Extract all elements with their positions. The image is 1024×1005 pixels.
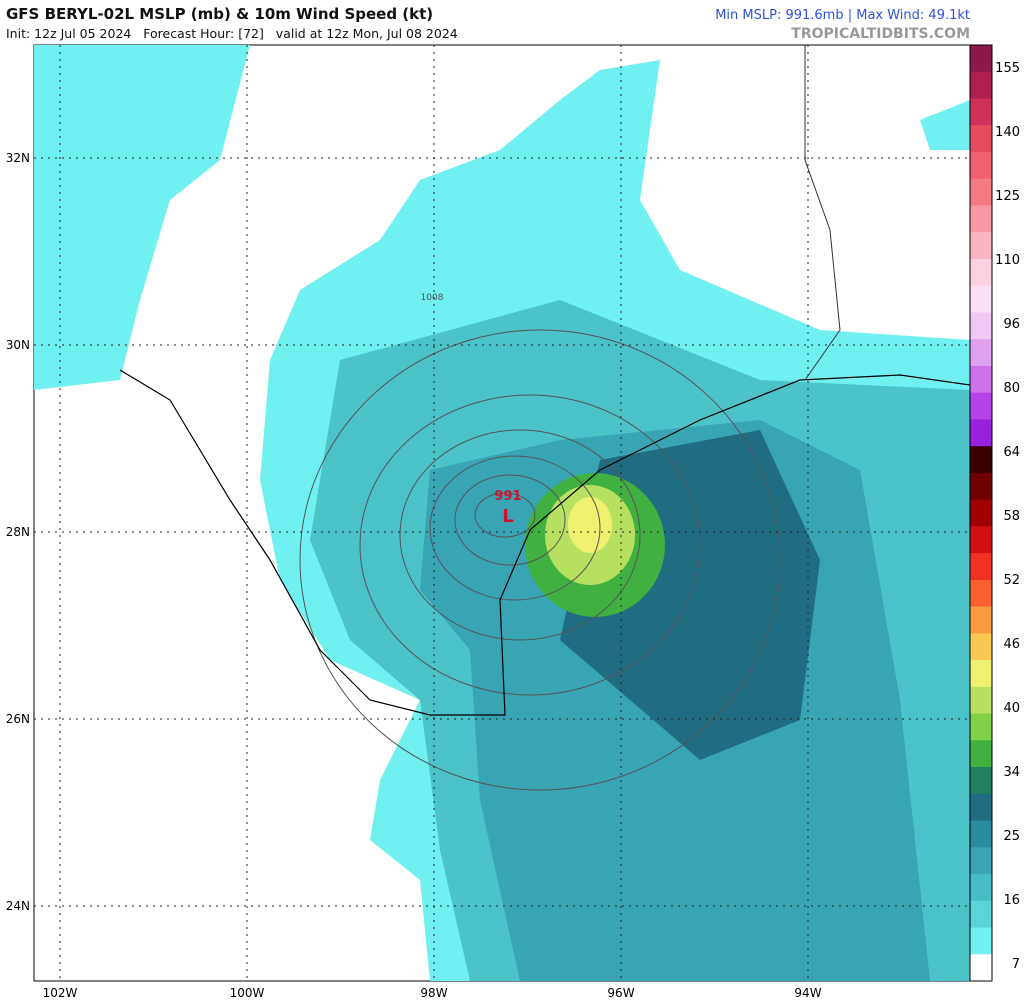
colorbar-segment <box>970 45 992 73</box>
colorbar-label: 155 <box>995 61 1020 76</box>
colorbar-segment <box>970 339 992 367</box>
colorbar-segment <box>970 793 992 822</box>
lat-label: 24N <box>6 899 30 913</box>
wind-shade <box>34 45 250 390</box>
colorbar-segment <box>970 71 992 99</box>
colorbar-segment <box>970 526 992 554</box>
colorbar-label: 96 <box>1003 317 1020 332</box>
lon-label: 100W <box>230 986 265 1000</box>
colorbar-label: 110 <box>995 253 1020 268</box>
lat-label: 28N <box>6 525 30 539</box>
lon-label: 94W <box>794 986 821 1000</box>
isobars <box>299 329 781 791</box>
map-area: 991 L 1008 <box>33 44 971 982</box>
colorbar-segment <box>970 499 992 527</box>
colorbar-segment <box>970 472 992 501</box>
colorbar-segment <box>970 419 992 447</box>
colorbar-label: 25 <box>1003 829 1020 844</box>
colorbar-segment <box>970 713 992 741</box>
colorbar-segment <box>970 205 992 233</box>
coastline <box>119 369 970 716</box>
colorbar-segment <box>970 98 992 126</box>
colorbar-label: 58 <box>1003 509 1020 524</box>
graticule: 32N 30N 28N 26N 24N 102W 100W 98W 96W 94W <box>6 45 970 1000</box>
colorbar-segment <box>970 820 992 848</box>
colorbar-segment <box>970 579 992 608</box>
colorbar-segment <box>970 927 992 955</box>
colorbar-segment <box>970 954 992 982</box>
colorbar-segment <box>970 365 992 394</box>
colorbar-segment <box>970 606 992 634</box>
title: GFS BERYL-02L MSLP (mb) & 10m Wind Speed… <box>6 5 433 23</box>
lat-label: 26N <box>6 712 30 726</box>
stats: Min MSLP: 991.6mb | Max Wind: 49.1kt <box>715 8 970 23</box>
colorbar-segment <box>970 553 992 581</box>
colorbar-label: 40 <box>1003 701 1020 716</box>
colorbar-segment <box>970 125 992 153</box>
colorbar-segment <box>970 633 992 661</box>
lon-label: 98W <box>420 986 447 1000</box>
colorbar: 155 140 125 110 96 80 64 58 52 46 40 34 25 16 7 <box>969 44 1020 982</box>
colorbar-segment <box>970 446 992 474</box>
colorbar-segment <box>970 258 992 287</box>
colorbar-segment <box>970 392 992 420</box>
border <box>804 45 841 381</box>
lon-label: 96W <box>607 986 634 1000</box>
colorbar-label: 140 <box>995 125 1020 140</box>
colorbar-segment <box>970 847 992 875</box>
wind-shade <box>920 100 970 150</box>
colorbar-segment <box>970 312 992 340</box>
isobar-label: 1008 <box>421 293 444 303</box>
colorbar-segment <box>970 178 992 206</box>
colorbar-label: 80 <box>1003 381 1020 396</box>
subtitle: Init: 12z Jul 05 2024 Forecast Hour: [72… <box>6 26 458 41</box>
colorbar-label: 46 <box>1003 637 1020 652</box>
colorbar-segment <box>970 285 992 313</box>
colorbar-label: 7 <box>1012 957 1020 972</box>
colorbar-label: 34 <box>1003 765 1020 780</box>
colorbar-segment <box>970 874 992 902</box>
colorbar-segment <box>970 151 992 180</box>
colorbar-segment <box>970 232 992 260</box>
colorbar-frame <box>969 44 993 982</box>
lat-label: 32N <box>6 151 30 165</box>
low-symbol: L <box>502 506 513 527</box>
wind-shade <box>568 497 612 553</box>
colorbar-segment <box>970 900 992 929</box>
colorbar-label: 52 <box>1003 573 1020 588</box>
colorbar-segment <box>970 740 992 768</box>
colorbar-label: 125 <box>995 189 1020 204</box>
colorbar-segment <box>970 686 992 715</box>
colorbar-label: 64 <box>1003 445 1020 460</box>
watermark: TROPICALTIDBITS.COM <box>791 26 970 42</box>
colorbar-segment <box>970 767 992 795</box>
colorbar-label: 16 <box>1003 893 1020 908</box>
colorbar-segment <box>970 660 992 688</box>
lat-label: 30N <box>6 338 30 352</box>
low-pressure-value: 991 <box>494 489 521 504</box>
lon-label: 102W <box>43 986 78 1000</box>
